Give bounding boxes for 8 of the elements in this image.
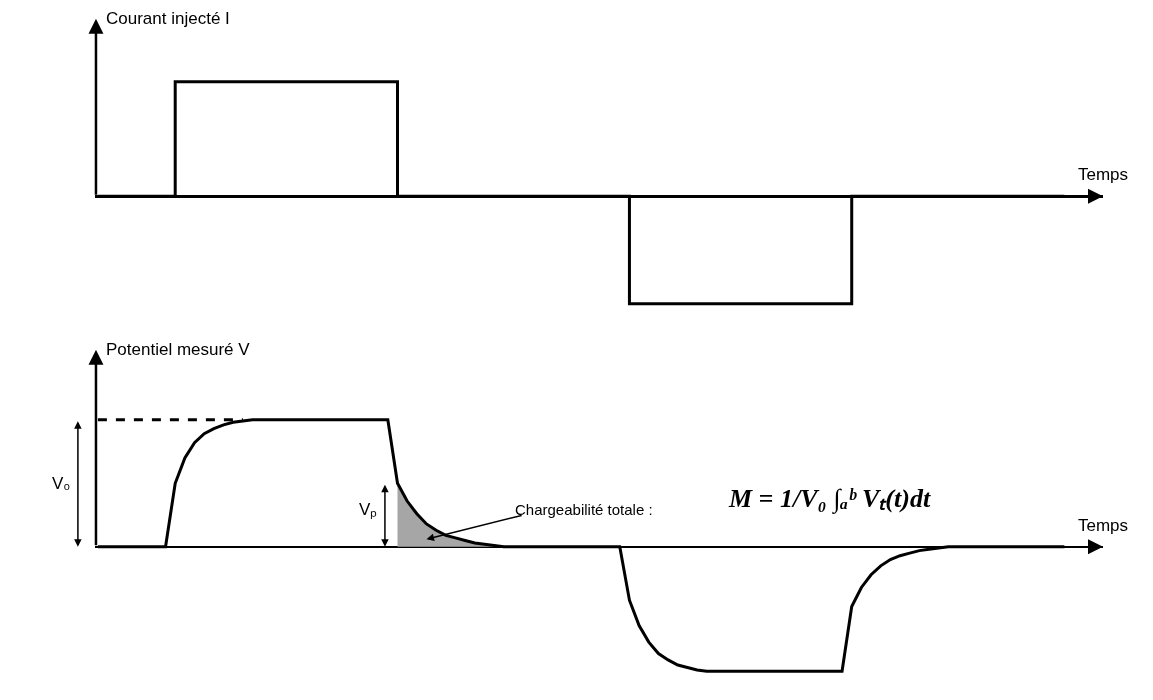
y-axis-title: Potentiel mesuré V: [106, 340, 251, 359]
text: V₀: [52, 474, 71, 493]
annotation: Chargeabilité totale :: [515, 501, 653, 518]
annotation: M = 1/V₀ ∫ₐᵇ Vₜ(t)dt: [728, 484, 931, 514]
y-axis-title: Courant injecté I: [106, 9, 230, 28]
annotation: Vₚ: [359, 500, 378, 520]
x-axis-title: Temps: [1078, 516, 1129, 535]
x-axis-title: Temps: [1078, 165, 1129, 184]
